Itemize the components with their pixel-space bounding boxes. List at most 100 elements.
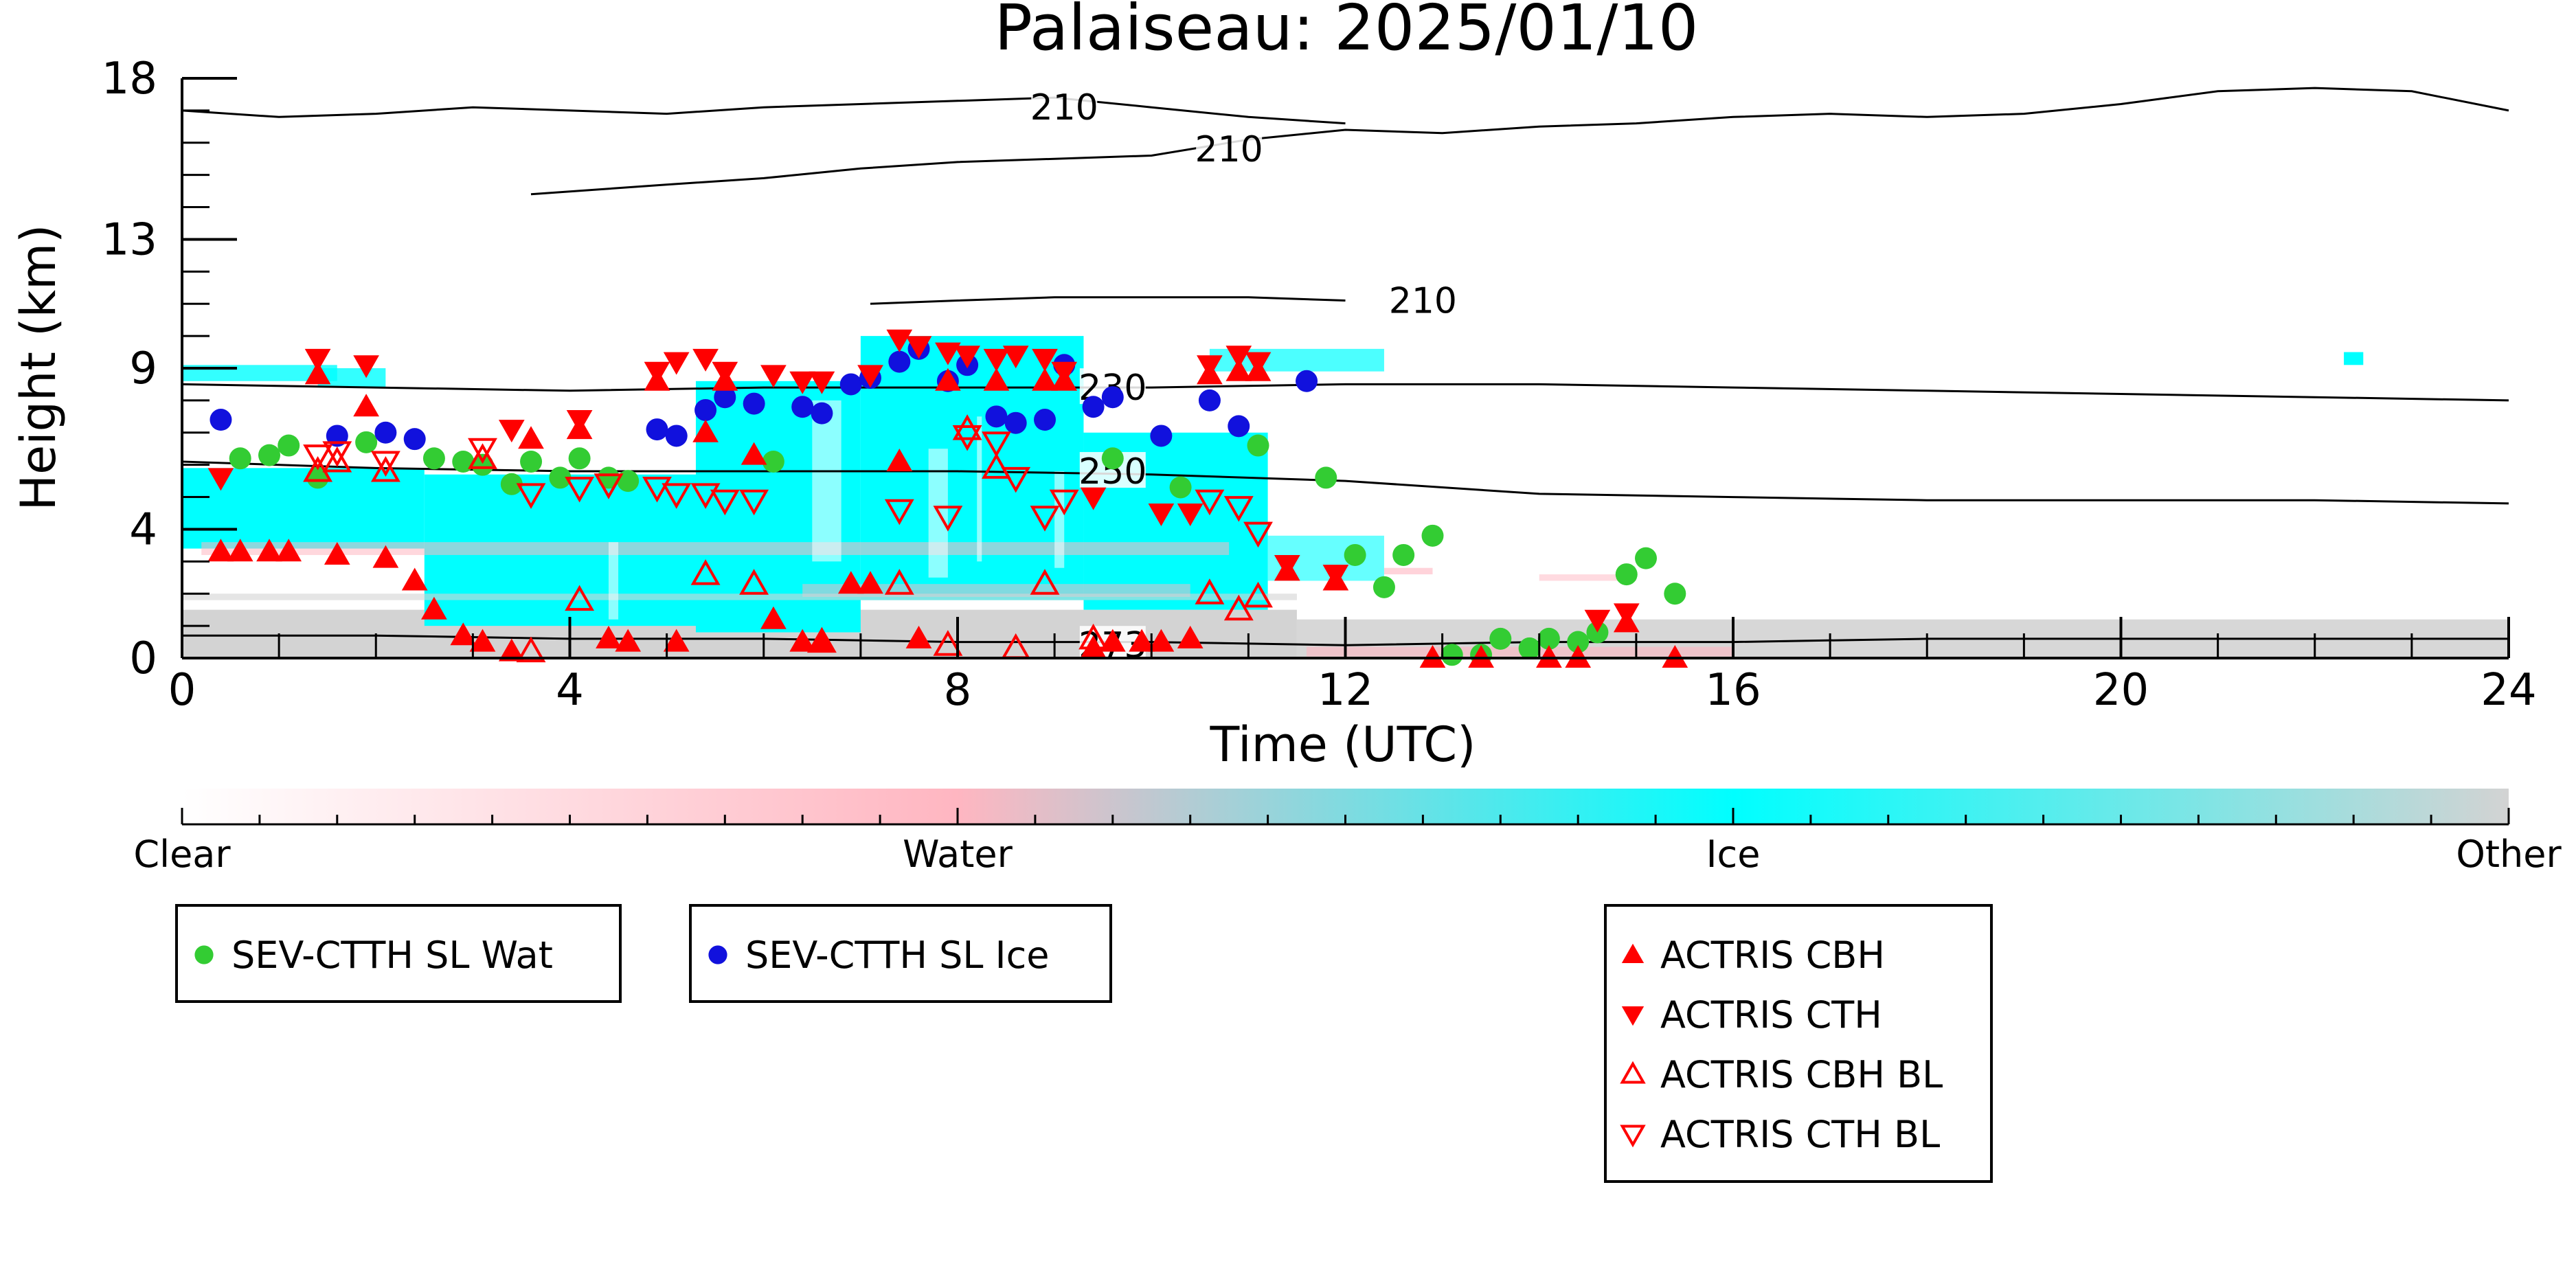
- actris-cbh-bl-point: [933, 630, 963, 656]
- actris-cth-point: [1177, 504, 1204, 527]
- actris-cbh-point: [1565, 644, 1592, 668]
- actris-cbh-bl-point: [1195, 578, 1225, 605]
- x-tick-label: 16: [1705, 665, 1761, 716]
- clear-gap: [608, 542, 619, 620]
- sev-ctth-sl-wat-point: [1247, 434, 1269, 457]
- sev-ctth-sl-ice-point: [1004, 411, 1027, 434]
- sev-ctth-sl-wat-point: [1440, 644, 1463, 666]
- sev-ctth-sl-wat-point: [278, 434, 300, 457]
- actris-cbh-point: [1536, 644, 1562, 668]
- actris-cth-point: [954, 346, 980, 369]
- chart-title: Palaiseau: 2025/01/10: [995, 0, 1699, 65]
- actris-cbh-point: [760, 606, 787, 629]
- actris-cbh-bl-point: [565, 585, 595, 611]
- legend-frame: [175, 904, 622, 1003]
- legend-label-actris-cbh: ACTRIS CBH: [1660, 934, 1885, 977]
- legend-marker-sev-ctth-sl-ice: [708, 945, 727, 964]
- y-axis-label: Height (km): [10, 225, 67, 511]
- actris-cbh-point: [692, 419, 719, 442]
- sev-ctth-sl-ice-point: [374, 421, 397, 444]
- actris-cth-point: [886, 329, 913, 352]
- actris-cbh-point: [837, 571, 864, 594]
- actris-cth-point: [905, 336, 932, 359]
- actris-cth-point: [207, 468, 234, 491]
- actris-cth-bl-point: [303, 444, 333, 471]
- actris-cbh-point: [1032, 368, 1058, 391]
- actris-cth-bl-point: [982, 431, 1011, 457]
- actris-cbh-point: [304, 361, 331, 385]
- actris-cbh-point: [1225, 358, 1252, 381]
- plot-area: 210210210230250273: [181, 87, 2509, 668]
- actris-cth-point: [1613, 603, 1640, 626]
- actris-cth-bl-point: [710, 489, 740, 516]
- actris-cbh-bl-point: [1223, 594, 1254, 621]
- actris-cth-point: [789, 371, 816, 394]
- sev-ctth-sl-ice-point: [1101, 386, 1124, 409]
- actris-cbh-point: [615, 629, 642, 652]
- sev-ctth-sl-wat-point: [549, 466, 572, 489]
- sev-ctth-sl-wat-point: [1518, 637, 1541, 659]
- sev-ctth-sl-wat-point: [1421, 524, 1444, 547]
- contour-label: 210: [1195, 129, 1263, 170]
- sev-ctth-sl-ice-point: [839, 373, 862, 396]
- actris-cth-point: [809, 371, 835, 394]
- actris-cbh-point: [886, 448, 913, 471]
- contour-label: 210: [1389, 281, 1457, 322]
- actris-cbh-point: [905, 625, 932, 648]
- colorbar-label-ice: Ice: [1706, 833, 1761, 876]
- legend-marker-sev-ctth-sl-wat: [194, 945, 214, 964]
- actris-cbh-point: [857, 571, 883, 594]
- actris-cbh-point: [207, 539, 234, 562]
- actris-cth-bl-point: [1030, 506, 1060, 532]
- actris-cbh-point: [1468, 644, 1494, 668]
- y-tick-label: 4: [129, 504, 157, 555]
- data-markers: [207, 329, 1688, 668]
- sev-ctth-sl-ice-point: [210, 409, 232, 431]
- x-tick-label: 24: [2481, 665, 2536, 716]
- y-tick-label: 13: [102, 214, 157, 265]
- actris-cbh-point: [421, 596, 447, 620]
- legend-label-sev-ctth-sl-ice: SEV-CTTH SL Ice: [745, 934, 1050, 977]
- clear-gap: [812, 400, 841, 562]
- actris-cth-point: [566, 410, 593, 433]
- other-layer: [182, 594, 1297, 600]
- actris-cth-bl-point: [642, 477, 672, 503]
- actris-cth-point: [935, 342, 961, 365]
- sev-ctth-sl-ice-point: [646, 418, 668, 441]
- actris-cth-bl-point: [1049, 489, 1079, 516]
- sev-ctth-sl-ice-point: [1198, 389, 1221, 411]
- legend-frame: [689, 904, 1112, 1003]
- y-tick-label: 18: [102, 54, 157, 104]
- actris-cbh-point: [498, 638, 525, 662]
- actris-cth-point: [644, 361, 670, 385]
- sev-ctth-sl-wat-point: [452, 450, 475, 473]
- axes: 0 4 8 12 16 20 24 0 4 9 13 18: [102, 54, 2537, 716]
- sev-ctth-sl-wat-point: [1344, 543, 1366, 566]
- actris-cbh-point: [324, 541, 350, 565]
- sev-ctth-sl-wat-point: [1664, 583, 1686, 605]
- actris-cbh-point: [372, 545, 399, 568]
- actris-cth-point: [1080, 487, 1107, 510]
- sev-ctth-sl-ice-point: [1228, 415, 1250, 438]
- actris-cbh-point: [1129, 629, 1155, 652]
- contour-line-5: [181, 460, 2509, 505]
- sev-ctth-sl-ice-point: [403, 428, 426, 451]
- legend-label-sev-ctth-sl-wat: SEV-CTTH SL Wat: [231, 934, 553, 977]
- sev-ctth-sl-wat-point: [1489, 627, 1512, 650]
- y-tick-label: 0: [129, 633, 157, 684]
- sev-ctth-sl-wat-point: [597, 466, 620, 489]
- sev-ctth-sl-ice-point: [811, 402, 833, 425]
- sev-ctth-sl-wat-point: [568, 447, 591, 470]
- actris-cbh-point: [450, 622, 477, 646]
- actris-cbh-bl-point: [806, 626, 837, 653]
- actris-cbh-bl-point: [1243, 581, 1273, 608]
- actris-cth-bl-point: [370, 451, 400, 477]
- actris-cth-point: [857, 365, 883, 388]
- actris-cbh-point: [741, 442, 767, 465]
- colorbar-label-clear: Clear: [133, 833, 231, 876]
- sev-ctth-sl-wat-point: [471, 453, 494, 476]
- actris-cth-bl-point: [662, 483, 692, 509]
- contour-label-bg: [1196, 130, 1263, 166]
- x-tick-label: 8: [944, 665, 972, 716]
- legend-marker-actris-cth: [1621, 1006, 1645, 1026]
